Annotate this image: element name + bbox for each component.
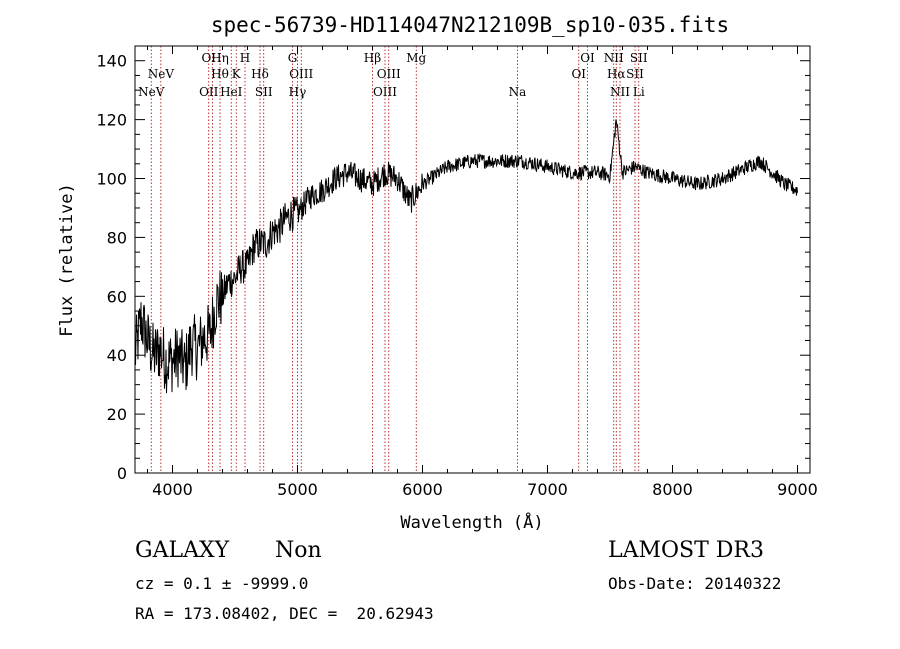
emission-line-label-2-6: Na bbox=[509, 85, 527, 99]
emission-line-label-1-3: Hδ bbox=[251, 67, 269, 81]
y-tick-label-0: 0 bbox=[117, 464, 127, 483]
emission-line-label-0-6: OI bbox=[580, 51, 595, 65]
emission-line-label-2-3: SII bbox=[255, 85, 273, 99]
emission-line-label-1-7: Hα bbox=[607, 67, 626, 81]
y-tick-label-2: 40 bbox=[107, 346, 127, 365]
emission-line-label-1-4: OIII bbox=[289, 67, 313, 81]
emission-line-label-0-5: Mg bbox=[406, 51, 426, 65]
redshift-value: cz = 0.1 ± -9999.0 bbox=[135, 574, 309, 593]
x-axis-label: Wavelength (Å) bbox=[400, 511, 543, 533]
emission-line-label-2-5: OIII bbox=[373, 85, 397, 99]
emission-line-label-2-8: Li bbox=[633, 85, 645, 99]
x-tick-label-4: 8000 bbox=[652, 480, 693, 499]
emission-line-label-1-1: Hθ bbox=[211, 67, 229, 81]
y-tick-label-1: 20 bbox=[107, 405, 127, 424]
emission-line-label-0-7: NII bbox=[604, 51, 624, 65]
emission-line-label-1-2: K bbox=[232, 67, 242, 81]
emission-line-label-1-0: NeV bbox=[148, 67, 175, 81]
y-tick-label-4: 80 bbox=[107, 228, 127, 247]
coordinates: RA = 173.08402, DEC = 20.62943 bbox=[135, 604, 434, 623]
y-tick-label-6: 120 bbox=[96, 111, 127, 130]
y-axis-label: Flux (relative) bbox=[57, 183, 77, 337]
survey-name: LAMOST DR3 bbox=[608, 538, 764, 563]
x-tick-label-2: 6000 bbox=[402, 480, 443, 499]
y-tick-label-5: 100 bbox=[96, 170, 127, 189]
emission-line-label-1-8: SII bbox=[626, 67, 644, 81]
emission-line-label-2-0: NeV bbox=[138, 85, 165, 99]
object-subclass: Non bbox=[275, 538, 322, 563]
y-tick-label-7: 140 bbox=[96, 52, 127, 71]
emission-line-label-0-8: SII bbox=[630, 51, 648, 65]
emission-line-label-1-5: OIII bbox=[377, 67, 401, 81]
spectrum-series-line bbox=[134, 119, 798, 394]
emission-line-markers bbox=[150, 46, 640, 473]
emission-line-label-0-0: OI bbox=[201, 51, 216, 65]
emission-line-label-0-4: Hβ bbox=[364, 51, 381, 65]
x-tick-label-1: 5000 bbox=[277, 480, 318, 499]
emission-line-label-1-6: OI bbox=[571, 67, 586, 81]
emission-line-label-0-2: H bbox=[240, 51, 250, 65]
x-tick-label-5: 9000 bbox=[777, 480, 818, 499]
x-axis-ticks: 4000 5000 6000 7000 8000 9000 bbox=[147, 46, 818, 499]
emission-line-label-2-4: Hγ bbox=[289, 85, 307, 99]
emission-line-label-0-3: G bbox=[288, 51, 298, 65]
x-tick-label-0: 4000 bbox=[152, 480, 193, 499]
emission-line-label-2-2: HeI bbox=[220, 85, 243, 99]
observation-date: Obs-Date: 20140322 bbox=[608, 574, 782, 593]
y-axis-ticks: 0 20 40 60 80 100 120 140 bbox=[96, 52, 810, 483]
emission-line-label-0-1: Hη bbox=[211, 51, 229, 65]
x-tick-label-3: 7000 bbox=[527, 480, 568, 499]
emission-line-label-2-7: NII bbox=[610, 85, 630, 99]
emission-line-label-2-1: OII bbox=[199, 85, 219, 99]
chart-title: spec-56739-HD114047N212109B_sp10-035.fit… bbox=[211, 13, 729, 37]
y-tick-label-3: 60 bbox=[107, 287, 127, 306]
object-class: GALAXY bbox=[135, 538, 230, 563]
